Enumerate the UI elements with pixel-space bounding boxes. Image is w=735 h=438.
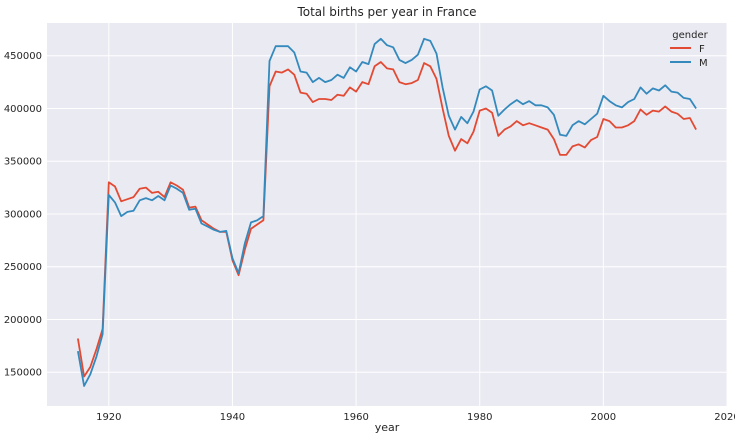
x-axis-label: year: [375, 421, 400, 434]
x-tick-label: 1920: [96, 412, 121, 423]
y-tick-label: 200000: [4, 315, 42, 326]
grid-lines: [47, 23, 728, 406]
y-axis-ticks: 150000 200000 250000 300000 350000 400000 4500…: [4, 51, 42, 379]
y-tick-label: 150000: [4, 368, 42, 379]
y-tick-label: 350000: [4, 157, 42, 168]
x-tick-label: 1940: [220, 412, 245, 423]
y-tick-label: 300000: [4, 209, 42, 220]
x-tick-label: 2020: [714, 412, 735, 423]
series-line-f: [77, 61, 697, 378]
legend-label-f: F: [699, 44, 705, 55]
legend-title: gender: [672, 30, 708, 41]
series-lines: [77, 37, 697, 387]
series-line-m: [77, 37, 697, 387]
x-tick-label: 1960: [343, 412, 368, 423]
chart-title: Total births per year in France: [296, 5, 476, 19]
x-tick-label: 2000: [591, 412, 616, 423]
y-tick-label: 450000: [4, 51, 42, 62]
y-tick-label: 400000: [4, 104, 42, 115]
x-tick-label: 1980: [467, 412, 492, 423]
x-axis-ticks: 1920 1940 1960 1980 2000 2020: [96, 412, 735, 423]
y-tick-label: 250000: [4, 262, 42, 273]
plot-background: [47, 23, 727, 406]
legend: gender F M: [670, 30, 709, 69]
legend-label-m: M: [699, 58, 708, 69]
